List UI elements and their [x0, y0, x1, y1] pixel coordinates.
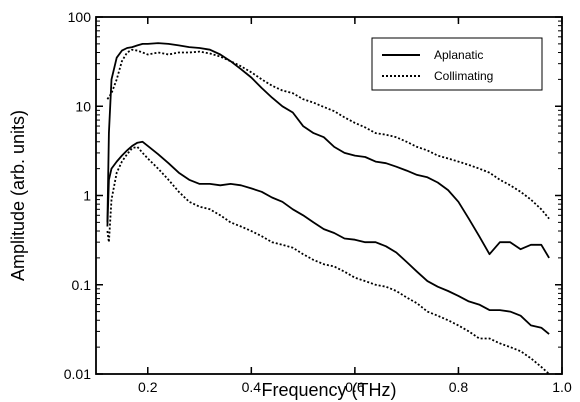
legend-label-collimating: Collimating: [434, 69, 493, 83]
series-line-collimating-3: [106, 145, 550, 375]
legend: Aplanatic Collimating: [371, 37, 543, 91]
series-line-aplanatic-2: [106, 140, 550, 335]
legend-label-aplanatic: Aplanatic: [434, 48, 483, 62]
series-line-collimating-1: [106, 48, 550, 220]
y-tick-label: 0.1: [72, 277, 92, 293]
y-tick-label: 10: [75, 98, 91, 114]
y-tick-label: 1: [83, 188, 91, 204]
x-tick-label: 0.4: [242, 379, 262, 395]
x-tick-label: 1.0: [552, 379, 572, 395]
x-axis-title: Frequency (THz): [261, 380, 396, 400]
plot-area: 0.2 0.4 0.6 0.8 1.0 0.01 0.1 1 10 100: [64, 9, 572, 395]
x-tick-label: 0.2: [138, 379, 158, 395]
tick-layer: 0.2 0.4 0.6 0.8 1.0 0.01 0.1 1 10 100: [64, 9, 572, 395]
y-tick-label: 0.01: [64, 366, 91, 382]
y-tick-label: 100: [68, 9, 92, 25]
series-layer: [106, 42, 550, 375]
legend-box: [371, 37, 543, 91]
series-line-aplanatic-0: [106, 42, 550, 259]
y-axis-title: Amplitude (arb. units): [8, 110, 28, 281]
x-tick-label: 0.8: [449, 379, 469, 395]
x-tick-label: 0.6: [345, 379, 365, 395]
